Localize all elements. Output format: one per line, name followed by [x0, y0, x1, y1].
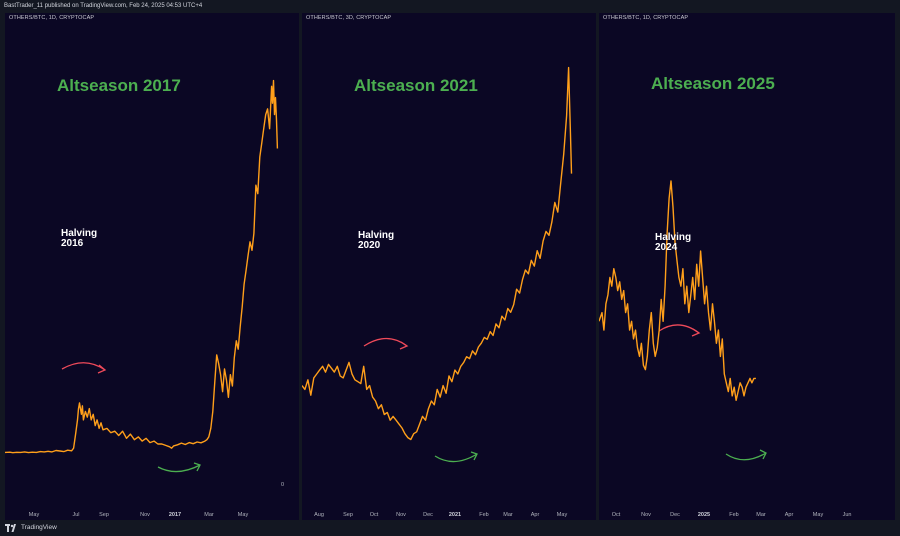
red-arrow-icon	[363, 337, 408, 347]
x-tick-label: May	[237, 512, 249, 518]
x-tick-label: Feb	[729, 512, 739, 518]
x-tick-label: Jul	[72, 512, 80, 518]
x-tick-label: Mar	[503, 512, 513, 518]
chart-svg	[302, 66, 573, 463]
y-axis-zero-label: 0	[281, 482, 285, 488]
x-tick-label: Aug	[314, 512, 324, 518]
x-tick-label: Oct	[611, 512, 621, 518]
x-tick-label: Dec	[670, 512, 680, 518]
tradingview-logo-icon	[5, 524, 16, 532]
footer: TradingView	[0, 520, 900, 536]
red-arrow-head-icon	[399, 341, 409, 350]
green-arrow-head-icon	[193, 462, 201, 472]
x-tick-label: Nov	[140, 512, 150, 518]
x-tick-label: 2017	[168, 512, 182, 518]
red-arrow-head-icon	[691, 328, 701, 337]
green-arrow-head-icon	[470, 451, 478, 461]
halving-annotation: Halving 2020	[358, 231, 394, 251]
halving-label: Halving	[358, 230, 395, 241]
halving-annotation: Halving 2016	[61, 229, 97, 249]
halving-year: 2016	[61, 238, 84, 249]
x-axis: Aug Sep Oct Nov Dec 2021 Feb Mar Apr May	[302, 506, 596, 520]
chart-title: Altseason 2025	[651, 74, 775, 93]
chart-svg	[5, 79, 279, 473]
x-tick-label: Jun	[842, 512, 852, 518]
red-arrow-icon	[658, 324, 700, 334]
halving-label: Halving	[655, 232, 692, 243]
chart-panel-2017[interactable]: OTHERS/BTC, 1D, CRYPTOCAP Altseason 2017…	[5, 13, 299, 520]
x-axis: Oct Nov Dec 2025 Feb Mar Apr May Jun	[599, 506, 895, 520]
chart-title: Altseason 2021	[354, 76, 478, 95]
green-arrow-head-icon	[759, 449, 767, 460]
x-tick-label: May	[28, 512, 40, 518]
halving-annotation: Halving 2024	[655, 233, 691, 253]
symbol-label: OTHERS/BTC, 1D, CRYPTOCAP	[9, 15, 95, 21]
symbol-label: OTHERS/BTC, 3D, CRYPTOCAP	[306, 15, 392, 21]
x-tick-label: Nov	[641, 512, 651, 518]
green-arrow-icon	[434, 453, 478, 463]
footer-brand: TradingView	[21, 524, 57, 531]
x-tick-label: 2021	[448, 512, 462, 518]
series-line	[599, 180, 756, 401]
x-tick-label: Sep	[99, 512, 109, 518]
published-header: BastTrader_11 published on TradingView.c…	[0, 0, 900, 13]
symbol-label: OTHERS/BTC, 1D, CRYPTOCAP	[603, 15, 689, 21]
red-arrow-icon	[61, 362, 106, 371]
red-arrow-head-icon	[97, 364, 107, 374]
x-tick-label: Apr	[530, 512, 540, 518]
chart-title: Altseason 2017	[57, 76, 181, 95]
series-line	[5, 79, 279, 454]
green-arrow-icon	[725, 452, 767, 461]
x-axis: May Jul Sep Nov 2017 Mar May	[5, 506, 299, 520]
chart-panel-2025[interactable]: OTHERS/BTC, 1D, CRYPTOCAP Altseason 2025…	[599, 13, 895, 520]
halving-label: Halving	[61, 228, 98, 239]
chart-panel-2021[interactable]: OTHERS/BTC, 3D, CRYPTOCAP Altseason 2021…	[302, 13, 596, 520]
x-tick-label: May	[812, 512, 824, 518]
series-line	[302, 66, 573, 441]
x-tick-label: May	[556, 512, 568, 518]
x-tick-label: Feb	[479, 512, 489, 518]
x-tick-label: Mar	[204, 512, 214, 518]
halving-year: 2024	[655, 242, 678, 253]
halving-year: 2020	[358, 240, 381, 251]
x-tick-label: Mar	[756, 512, 766, 518]
x-tick-label: Dec	[423, 512, 433, 518]
x-tick-label: Nov	[396, 512, 406, 518]
x-tick-label: Apr	[784, 512, 794, 518]
x-tick-label: 2025	[697, 512, 711, 518]
green-arrow-icon	[157, 464, 201, 473]
chart-svg	[599, 180, 767, 461]
x-tick-label: Sep	[343, 512, 353, 518]
published-text: BastTrader_11 published on TradingView.c…	[4, 3, 203, 9]
x-tick-label: Oct	[369, 512, 379, 518]
